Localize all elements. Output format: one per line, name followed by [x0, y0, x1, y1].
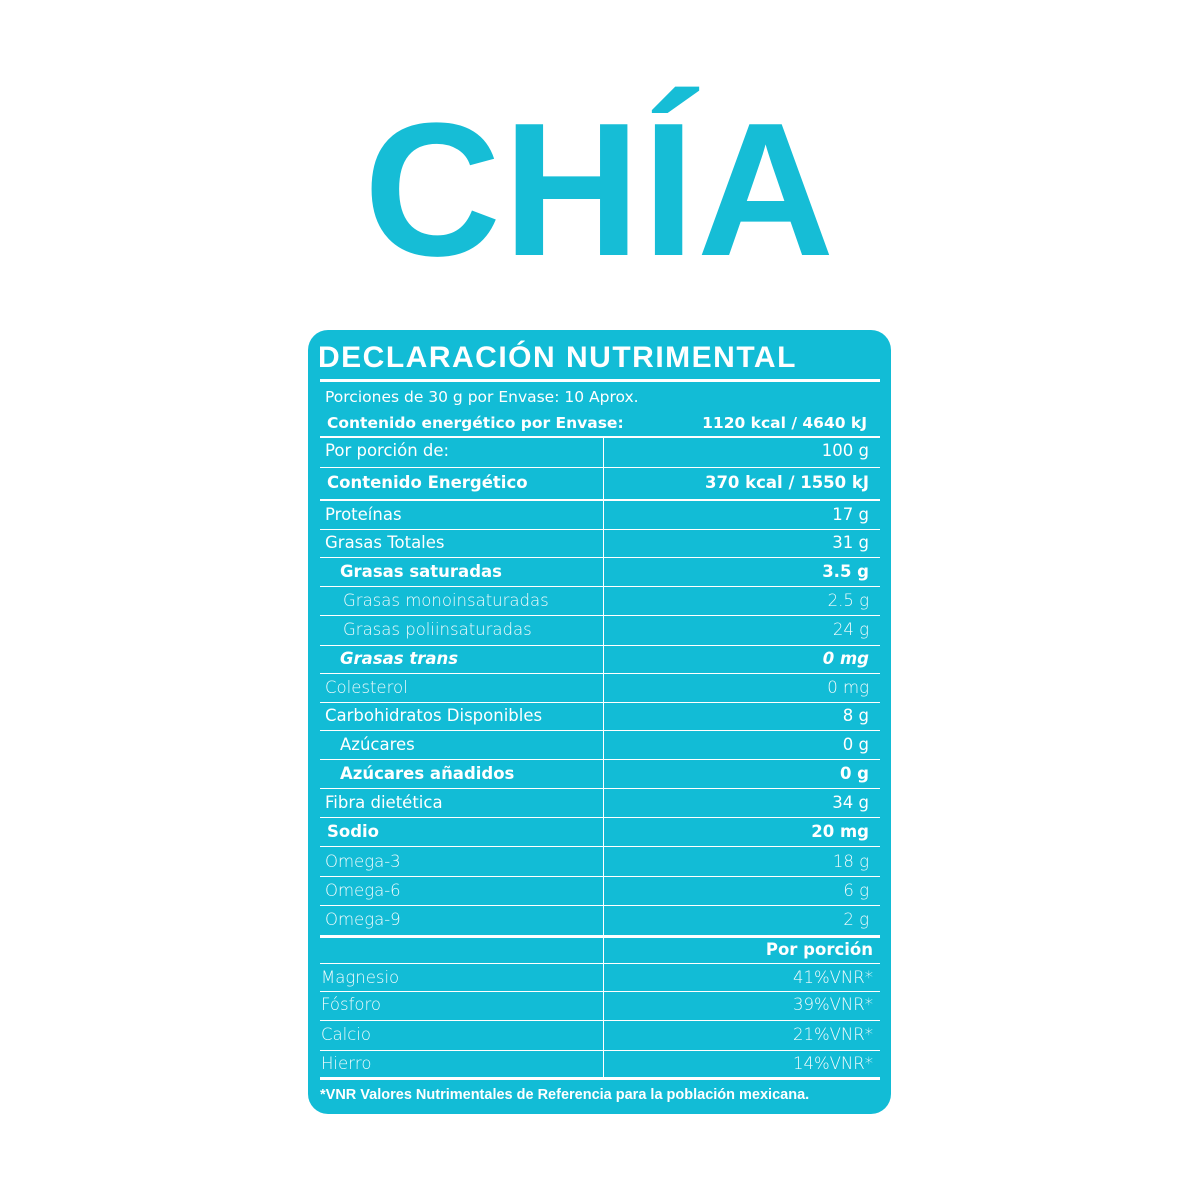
row-value: 2 g — [843, 910, 869, 929]
rule — [320, 467, 880, 468]
row-value: 17 g — [832, 505, 869, 524]
row-label: Omega-3 — [325, 852, 401, 871]
vnr-value: 41%VNR* — [792, 968, 873, 987]
rule — [320, 499, 880, 501]
rule — [320, 529, 880, 530]
servings: Porciones de 30 g por Envase: 10 Aprox. — [325, 388, 639, 406]
row-value: 0 mg — [827, 678, 869, 697]
rule — [320, 963, 880, 964]
row-label: Grasas poliinsaturadas — [343, 620, 532, 639]
rule — [320, 991, 880, 992]
row-label: Colesterol — [325, 678, 408, 697]
row-label: Grasas monoinsaturadas — [343, 591, 549, 610]
row-label: Por porción de: — [325, 441, 450, 460]
rule — [320, 1020, 880, 1021]
package-energy-value: 1120 kcal / 4640 kJ — [702, 414, 867, 432]
vnr-value: 21%VNR* — [792, 1025, 873, 1044]
row-label: Proteínas — [325, 505, 402, 524]
package-energy-label: Contenido energético por Envase: — [327, 414, 624, 432]
row-value: 3.5 g — [822, 562, 869, 581]
row-value: 8 g — [842, 706, 869, 725]
vnr-label: Magnesio — [321, 968, 400, 987]
row-label: Fibra dietética — [325, 793, 443, 812]
vnr-label: Calcio — [321, 1025, 371, 1044]
rule — [320, 730, 880, 731]
row-value: 20 mg — [811, 822, 869, 841]
rule — [320, 788, 880, 789]
row-label: Omega-9 — [325, 910, 401, 929]
row-value: 0 g — [842, 735, 869, 754]
rule — [320, 817, 880, 818]
row-label: Azúcares añadidos — [340, 764, 515, 783]
row-label: Contenido Energético — [327, 473, 528, 492]
row-label: Grasas Totales — [325, 533, 445, 552]
rule — [320, 905, 880, 906]
row-label: Omega-6 — [325, 881, 401, 900]
row-value: 24 g — [832, 620, 869, 639]
row-value: 18 g — [832, 852, 869, 871]
row-value: 31 g — [832, 533, 869, 552]
row-value: 100 g — [821, 441, 869, 460]
rule — [320, 586, 880, 587]
row-label: Azúcares — [340, 735, 415, 754]
row-value: 2.5 g — [827, 591, 869, 610]
rule — [320, 557, 880, 558]
row-value: 34 g — [832, 793, 869, 812]
rule — [320, 1077, 880, 1080]
rule — [320, 702, 880, 703]
rule — [320, 379, 880, 382]
column-divider — [603, 437, 604, 1078]
rule — [320, 846, 880, 847]
row-label: Grasas trans — [340, 649, 459, 668]
row-value: 0 g — [839, 764, 869, 783]
vnr-label: Fósforo — [321, 995, 382, 1014]
product-title: CHÍA — [363, 84, 837, 296]
rule — [320, 673, 880, 674]
vnr-value: 14%VNR* — [792, 1054, 873, 1073]
row-label: Sodio — [327, 822, 380, 841]
panel-heading: DECLARACIÓN NUTRIMENTAL — [318, 341, 797, 374]
rule — [320, 436, 880, 438]
row-value: 370 kcal / 1550 kJ — [704, 473, 869, 492]
vnr-label: Hierro — [321, 1054, 372, 1073]
rule — [320, 876, 880, 877]
row-label: Grasas saturadas — [340, 562, 502, 581]
footnote: *VNR Valores Nutrimentales de Referencia… — [320, 1087, 810, 1103]
row-value: 6 g — [843, 881, 869, 900]
rule — [320, 645, 880, 646]
nutrition-panel: DECLARACIÓN NUTRIMENTAL Porciones de 30 … — [308, 330, 891, 1114]
rule — [320, 759, 880, 760]
rule — [320, 935, 880, 938]
rule — [320, 1050, 880, 1051]
row-label: Carbohidratos Disponibles — [325, 706, 543, 725]
vnr-value: 39%VNR* — [792, 995, 873, 1014]
row-value: 0 mg — [822, 649, 869, 668]
vnr-header: Por porción — [765, 940, 873, 959]
rule — [320, 615, 880, 616]
